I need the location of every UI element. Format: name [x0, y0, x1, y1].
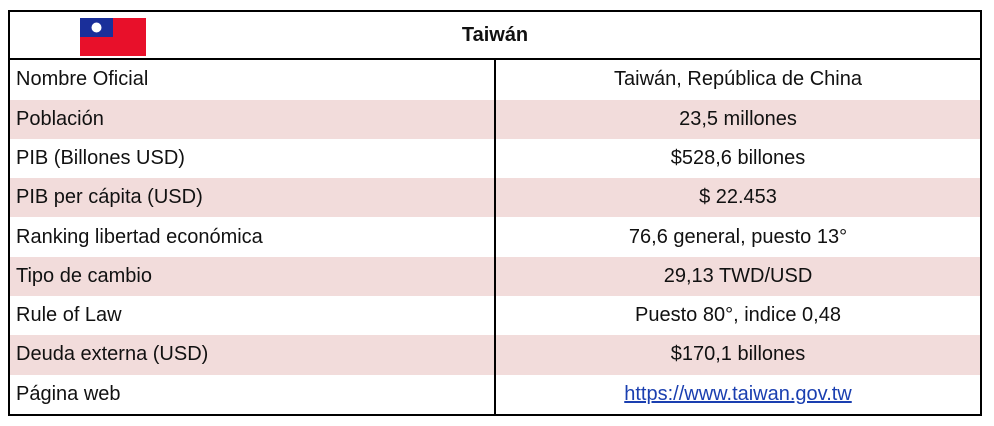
- table-row: Página web https://www.taiwan.gov.tw: [10, 374, 980, 414]
- table-row: PIB (Billones USD) $528,6 billones: [10, 138, 980, 179]
- flag: [80, 18, 146, 56]
- table-row: Tipo de cambio 29,13 TWD/USD: [10, 256, 980, 297]
- website-link[interactable]: https://www.taiwan.gov.tw: [624, 382, 852, 405]
- row-label: Población: [10, 99, 496, 139]
- info-table: Taiwán Nombre Oficial Taiwán, República d…: [10, 12, 980, 414]
- row-value: $528,6 billones: [670, 147, 806, 170]
- row-label: PIB (Billones USD): [10, 138, 496, 179]
- row-label: Deuda externa (USD): [10, 335, 496, 375]
- row-value: $170,1 billones: [495, 335, 980, 375]
- info-table-frame: Taiwán Nombre Oficial Taiwán, República d…: [8, 10, 982, 416]
- row-label: Ranking libertad económica: [10, 217, 496, 257]
- table-row: Nombre Oficial Taiwán, República de China: [10, 59, 980, 100]
- header-row: Taiwán: [10, 12, 980, 61]
- table-row: PIB per cápita (USD) $ 22.453: [10, 178, 980, 218]
- row-value: https://www.taiwan.gov.tw: [495, 375, 980, 414]
- table-body: Taiwán Nombre Oficial Taiwán, República d…: [10, 12, 980, 414]
- table-row: Rule of Law Puesto 80°, indice 0,48: [10, 296, 980, 336]
- header-cell: Taiwán: [10, 12, 980, 61]
- row-value: Puesto 80°, indice 0,48: [635, 304, 841, 327]
- table-row: Población 23,5 millones: [10, 99, 980, 139]
- row-value: 23,5 millones: [495, 99, 980, 139]
- row-label: Página web: [10, 374, 496, 414]
- row-label: Tipo de cambio: [10, 256, 496, 297]
- header-title: Taiwán: [461, 23, 529, 46]
- row-value: 29,13 TWD/USD: [495, 256, 980, 297]
- row-value: Taiwán, República de China: [614, 68, 862, 91]
- row-label: Nombre Oficial: [10, 59, 496, 100]
- table-row: Ranking libertad económica 76,6 general, …: [10, 217, 980, 257]
- row-value: $ 22.453: [495, 178, 980, 218]
- row-label: PIB per cápita (USD): [10, 178, 496, 218]
- table-row: Deuda externa (USD) $170,1 billones: [10, 335, 980, 375]
- row-label: Rule of Law: [10, 296, 496, 336]
- row-value: 76,6 general, puesto 13°: [628, 225, 848, 248]
